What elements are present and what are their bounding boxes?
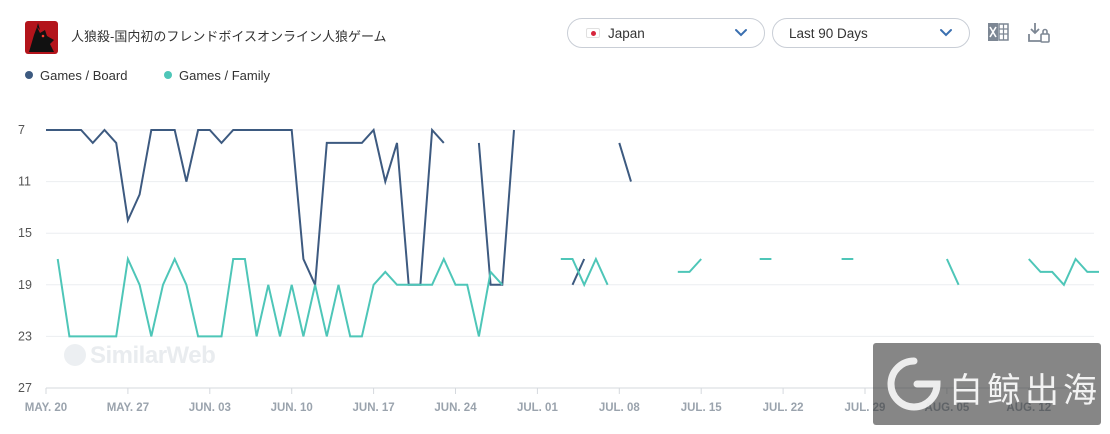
app-title: 人狼殺-国内初のフレンドボイスオンライン人狼ゲーム	[71, 29, 387, 44]
legend-dot-family	[164, 71, 172, 79]
baijing-watermark: 白鲸出海	[873, 343, 1101, 425]
x-tick-label: JUL. 15	[681, 402, 723, 414]
series-line-family	[56, 255, 1099, 338]
legend-label-family: Games / Family	[179, 68, 271, 83]
legend-label-board: Games / Board	[40, 68, 128, 83]
x-tick-label: JUN. 03	[189, 402, 231, 414]
header: 人狼殺-国内初のフレンドボイスオンライン人狼ゲーム Japan Last 90 …	[0, 0, 1110, 60]
wolf-app-icon	[25, 21, 58, 54]
chevron-down-icon	[735, 29, 747, 37]
x-tick-label: JUL. 22	[763, 402, 804, 414]
chevron-down-icon	[940, 29, 952, 37]
legend-dot-board	[25, 71, 33, 79]
y-tick-label: 7	[18, 123, 25, 137]
y-tick-label: 15	[18, 226, 32, 240]
download-icon	[1028, 23, 1050, 43]
x-tick-label: JUL. 01	[517, 402, 559, 414]
y-tick-label: 23	[18, 329, 32, 343]
excel-export-button[interactable]	[985, 20, 1011, 46]
legend-item-board[interactable]: Games / Board	[25, 68, 127, 83]
y-tick-label: 19	[18, 278, 32, 292]
x-tick-label: JUN. 10	[271, 402, 313, 414]
download-button[interactable]	[1026, 20, 1052, 46]
excel-export-icon	[988, 23, 1009, 41]
x-tick-label: MAY. 27	[107, 402, 149, 414]
similarweb-watermark: SimilarWeb	[64, 342, 216, 370]
country-select-value: Japan	[608, 26, 645, 41]
baijing-watermark-text: 白鲸出海	[949, 371, 1101, 411]
y-tick-label: 27	[18, 381, 32, 395]
date-range-select[interactable]: Last 90 Days	[772, 18, 970, 48]
x-tick-label: JUN. 17	[353, 402, 395, 414]
x-tick-label: JUN. 24	[434, 402, 477, 414]
y-tick-label: 11	[18, 175, 31, 189]
legend-item-family[interactable]: Games / Family	[164, 68, 270, 83]
x-tick-label: JUL. 08	[599, 402, 641, 414]
x-tick-label: MAY. 20	[25, 402, 67, 414]
series-line-board	[46, 127, 632, 289]
japan-flag-icon	[586, 28, 600, 38]
date-range-value: Last 90 Days	[789, 26, 868, 41]
country-select[interactable]: Japan	[567, 18, 765, 48]
baijing-logo-icon	[887, 357, 941, 411]
